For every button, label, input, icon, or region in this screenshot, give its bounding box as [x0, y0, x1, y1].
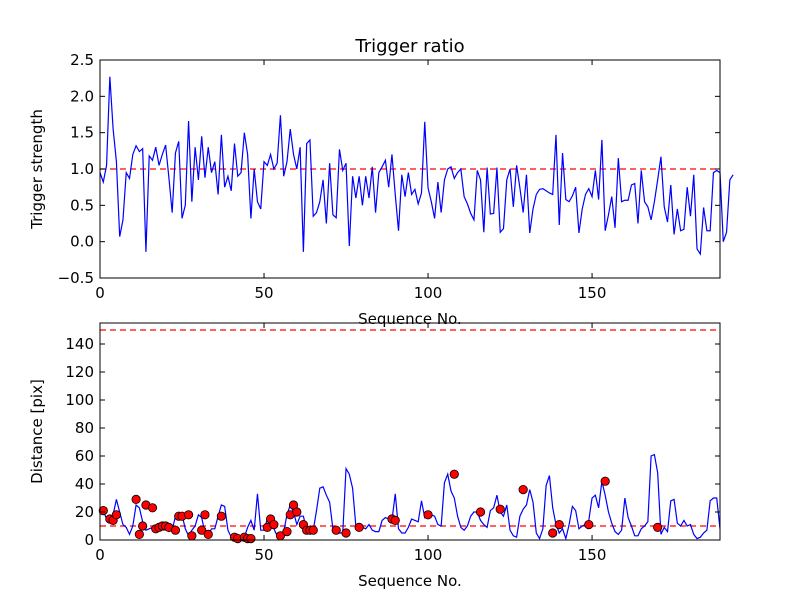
distance-marker: [216, 511, 226, 521]
distance-marker: [111, 510, 122, 520]
y-tick-label: −0.5: [58, 269, 94, 287]
distance-marker: [331, 525, 341, 535]
y-tick-label: 20: [75, 503, 94, 521]
y-tick-label: 2.5: [70, 51, 94, 69]
distance-marker: [653, 522, 663, 533]
distance-marker: [423, 510, 433, 520]
x-tick-label: 100: [414, 284, 443, 302]
y-tick-label: 140: [65, 335, 94, 353]
plot-frame: [99, 59, 721, 279]
axis-ticks: 0 50 100 150 0 20 40 60 80 100 120 140: [65, 323, 720, 564]
y-tick-label: 60: [75, 447, 94, 465]
x-tick-label: 50: [254, 546, 273, 564]
distance-marker: [449, 469, 459, 479]
distance-panel: 0 50 100 150 0 20 40 60 80 100 120 140 Sequence No.…: [28, 322, 721, 590]
distance-marker: [518, 484, 528, 495]
distance-marker: [147, 503, 158, 513]
distance-marker: [200, 510, 210, 520]
distance-marker: [475, 507, 486, 517]
y-tick-label: 0: [84, 531, 94, 549]
chart-title: Trigger ratio: [354, 36, 464, 57]
x-tick-label: 100: [414, 546, 443, 564]
distance-marker: [308, 525, 318, 535]
y-tick-label: 1.0: [70, 160, 94, 178]
distance-marker: [134, 529, 144, 540]
distance-marker: [98, 505, 108, 516]
y-axis-label: Trigger strength: [28, 109, 46, 230]
x-tick-label: 150: [578, 284, 607, 302]
trigger-strength-line: [99, 76, 734, 256]
plot-frame: [99, 322, 721, 541]
distance-marker: [554, 519, 564, 530]
y-tick-label: 40: [75, 475, 94, 493]
distance-marker: [390, 515, 400, 526]
distance-marker: [269, 519, 279, 530]
x-axis-label: Sequence No.: [358, 572, 462, 590]
distance-marker: [138, 521, 148, 531]
distance-marker: [246, 533, 256, 544]
distance-marker: [292, 507, 302, 517]
x-tick-label: 0: [95, 546, 105, 564]
distance-marker: [183, 510, 194, 520]
y-tick-label: 2.0: [70, 87, 94, 105]
y-tick-label: 80: [75, 419, 94, 437]
distance-markers: [98, 469, 663, 544]
distance-marker: [282, 526, 292, 537]
y-tick-label: 0.5: [70, 196, 94, 214]
distance-marker: [495, 504, 505, 514]
y-tick-label: 100: [65, 391, 94, 409]
distance-marker: [187, 531, 197, 541]
distance-marker: [548, 528, 558, 538]
x-tick-label: 0: [95, 284, 105, 302]
distance-marker: [197, 525, 207, 535]
distance-marker: [203, 529, 213, 540]
x-tick-label: 150: [578, 546, 607, 564]
y-tick-label: 120: [65, 363, 94, 381]
y-axis-label: Distance [pix]: [28, 379, 46, 484]
distance-marker: [131, 494, 141, 504]
distance-marker: [584, 519, 594, 530]
distance-marker: [341, 528, 351, 538]
distance-marker: [170, 525, 181, 535]
distance-marker: [354, 522, 364, 533]
distance-line: [99, 453, 721, 541]
y-tick-label: 0.0: [70, 233, 94, 251]
x-tick-label: 50: [254, 284, 273, 302]
y-tick-label: 1.5: [70, 124, 94, 142]
x-axis-label: Sequence No.: [358, 310, 462, 328]
axis-ticks: 0 50 100 150 −0.5 0.0 0.5 1.0 1.5 2.0 2.5: [58, 51, 720, 302]
distance-marker: [600, 476, 610, 486]
